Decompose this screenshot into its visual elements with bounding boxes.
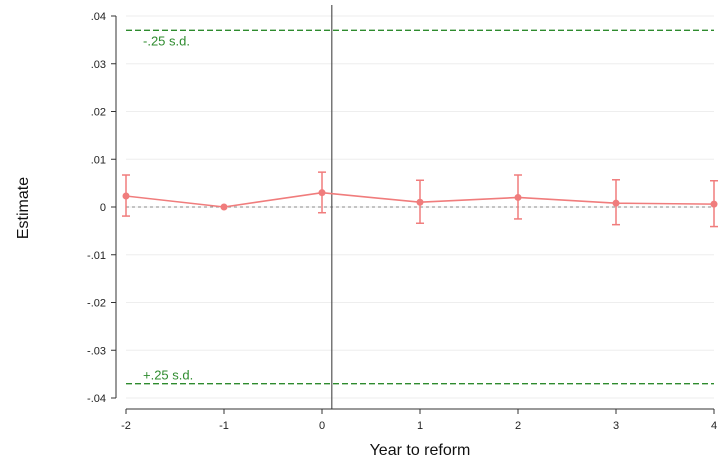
reference-line-label: -.25 s.d. bbox=[143, 33, 190, 48]
y-tick-label: 0 bbox=[100, 202, 106, 214]
x-tick-label: -2 bbox=[121, 420, 131, 432]
y-tick-label: -.03 bbox=[87, 345, 106, 357]
x-tick-label: 2 bbox=[515, 420, 521, 432]
reference-line-label: +.25 s.d. bbox=[143, 368, 193, 383]
series-estimates bbox=[122, 171, 718, 228]
axes: .04 .03 .02 .01 0 -.01 -.02 -.03 -.04 -2 -1 0 1 2 3 4 bbox=[87, 11, 717, 432]
x-tick-label: 3 bbox=[613, 420, 619, 432]
data-point bbox=[612, 199, 620, 207]
y-tick-label: .04 bbox=[91, 11, 106, 23]
data-point bbox=[416, 198, 424, 206]
y-tick-label: -.02 bbox=[87, 298, 106, 310]
data-point bbox=[318, 189, 326, 197]
x-tick-label: 4 bbox=[711, 420, 717, 432]
x-tick-label: 0 bbox=[319, 420, 325, 432]
y-tick-label: .02 bbox=[91, 107, 106, 119]
reference-lines: -.25 s.d. +.25 s.d. bbox=[126, 5, 714, 409]
y-tick-label: -.04 bbox=[87, 393, 106, 405]
data-point bbox=[122, 192, 130, 200]
x-axis-title: Year to reform bbox=[370, 442, 471, 459]
x-tick-label: 1 bbox=[417, 420, 423, 432]
x-tick-label: -1 bbox=[219, 420, 229, 432]
y-tick-label: .01 bbox=[91, 154, 106, 166]
data-point bbox=[710, 200, 718, 208]
data-point bbox=[514, 193, 522, 201]
data-point bbox=[220, 203, 228, 211]
y-axis-title: Estimate bbox=[15, 177, 32, 239]
y-tick-label: .03 bbox=[91, 59, 106, 71]
y-tick-label: -.01 bbox=[87, 250, 106, 262]
